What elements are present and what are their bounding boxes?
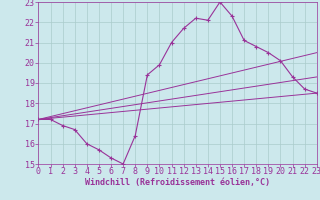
X-axis label: Windchill (Refroidissement éolien,°C): Windchill (Refroidissement éolien,°C)	[85, 178, 270, 187]
